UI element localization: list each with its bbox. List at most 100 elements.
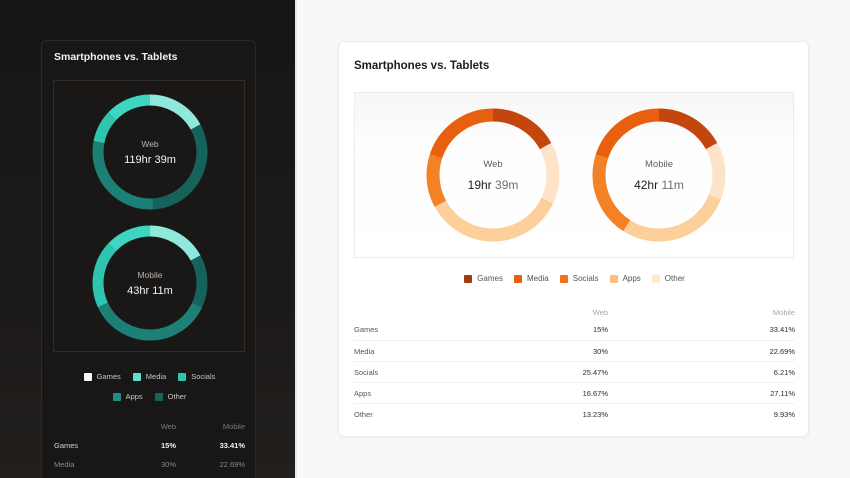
donut-label: Web (483, 158, 503, 170)
donut-segment-apps[interactable] (92, 225, 208, 341)
table-row: Games 15% 33.41% (354, 319, 795, 340)
mobile-value: 33.41% (219, 441, 245, 450)
web-donut-chart[interactable]: Web 119hr 39m (90, 92, 210, 212)
dark-theme-panel: Smartphones vs. Tablets Web 119hr 39m Mo… (0, 0, 296, 478)
legend-item-media[interactable]: Media (132, 372, 167, 381)
mobile-value: 27.11% (770, 388, 795, 398)
apps-swatch-icon (609, 274, 618, 283)
row-label: Games (354, 325, 379, 334)
data-table: Web Mobile Games 15% 33.41% Media 30% 22… (54, 422, 245, 474)
donut-segment-socials[interactable] (426, 108, 560, 242)
games-swatch-icon (464, 274, 473, 283)
socials-swatch-icon (178, 372, 187, 381)
donut-total: 119hr 39m (124, 153, 176, 166)
apps-swatch-icon (112, 392, 121, 401)
legend-label: Other (664, 274, 685, 283)
legend-item-apps[interactable]: Apps (112, 392, 143, 401)
web-value: 30% (592, 346, 608, 356)
mobile-value: 9.93% (773, 409, 795, 419)
web-value: 30% (160, 460, 176, 469)
table-row: Socials 25.47% 6.21% (354, 361, 795, 382)
donut-segment-apps[interactable] (92, 94, 208, 210)
legend-item-media[interactable]: Media (513, 274, 549, 283)
legend-label: Media (145, 372, 167, 381)
card-title: Smartphones vs. Tablets (354, 60, 490, 72)
card-title: Smartphones vs. Tablets (54, 51, 178, 63)
row-label: Media (54, 460, 75, 469)
web-value: 15% (160, 441, 176, 450)
chart-legend: Games Media Socials Apps Other (339, 274, 810, 283)
dark-chart-card: Smartphones vs. Tablets Web 119hr 39m Mo… (41, 40, 256, 478)
media-swatch-icon (513, 274, 522, 283)
legend-label: Other (167, 392, 187, 401)
donut-total: 19hr 39m (467, 177, 519, 192)
column-header-mobile: Mobile (772, 307, 795, 317)
table-header: Web Mobile (354, 305, 795, 319)
donut-segment-socials[interactable] (592, 108, 726, 242)
legend-item-games[interactable]: Games (464, 274, 503, 283)
donut-total: 42hr 11m (634, 177, 684, 192)
table-row: Media 30% 22.69% (354, 340, 795, 361)
column-header-web: Web (592, 307, 608, 317)
column-header-web: Web (160, 422, 176, 431)
legend-label: Games (96, 372, 121, 381)
web-donut-chart[interactable]: Web 19hr 39m (423, 105, 563, 245)
donut-segment-other[interactable] (92, 94, 208, 210)
donut-segment-media[interactable] (426, 108, 560, 242)
light-chart-card: Smartphones vs. Tablets Web 19hr 39m Mob… (338, 41, 809, 437)
games-swatch-icon (83, 372, 92, 381)
donut-label: Web (141, 138, 159, 149)
row-label: Apps (354, 388, 372, 398)
other-swatch-icon (154, 392, 163, 401)
web-value: 16.67% (582, 388, 608, 398)
chart-legend: Games Media Socials Apps Other (42, 372, 257, 412)
legend-item-other[interactable]: Other (154, 392, 187, 401)
table-row: Other 13.23% 9.93% (354, 403, 795, 424)
legend-item-apps[interactable]: Apps (609, 274, 641, 283)
donut-label: Mobile (645, 158, 673, 170)
row-label: Socials (354, 367, 379, 377)
legend-label: Socials (572, 274, 599, 283)
donut-segment-apps[interactable] (592, 108, 726, 242)
mobile-value: 22.69% (219, 460, 245, 469)
legend-label: Apps (125, 392, 143, 401)
legend-label: Socials (191, 372, 216, 381)
table-row: Games 15% 33.41% (54, 436, 245, 455)
legend-item-socials[interactable]: Socials (559, 274, 599, 283)
legend-item-other[interactable]: Other (651, 274, 685, 283)
panel-divider (295, 0, 297, 478)
mobile-donut-chart[interactable]: Mobile 43hr 11m (90, 223, 210, 343)
mobile-value: 33.41% (769, 325, 795, 334)
donut-label: Mobile (137, 269, 163, 280)
mobile-donut-chart[interactable]: Mobile 42hr 11m (589, 105, 729, 245)
legend-item-games[interactable]: Games (83, 372, 121, 381)
donut-segment-other[interactable] (92, 225, 208, 341)
legend-label: Apps (622, 274, 641, 283)
web-value: 13.23% (582, 409, 608, 419)
chart-area: Web 119hr 39m Mobile 43hr 11m (53, 80, 245, 352)
row-label: Media (354, 346, 375, 356)
socials-swatch-icon (559, 274, 568, 283)
data-table: Web Mobile Games 15% 33.41% Media 30% 22… (354, 305, 795, 424)
donut-segment-other[interactable] (592, 108, 726, 242)
donut-segment-apps[interactable] (426, 108, 560, 242)
chart-area: Web 19hr 39m Mobile 42hr 11m (354, 92, 794, 258)
table-row: Media 30% 22.69% (54, 455, 245, 474)
donut-segment-socials[interactable] (92, 225, 208, 341)
donut-segment-media[interactable] (592, 108, 726, 242)
other-swatch-icon (651, 274, 660, 283)
legend-item-socials[interactable]: Socials (178, 372, 215, 381)
media-swatch-icon (132, 372, 141, 381)
table-row: Apps 16.67% 27.11% (354, 382, 795, 403)
donut-segment-socials2[interactable] (92, 225, 208, 341)
table-header: Web Mobile (54, 422, 245, 436)
web-value: 25.47% (582, 367, 608, 377)
legend-label: Games (477, 274, 503, 283)
legend-label: Media (526, 274, 549, 283)
mobile-value: 22.69% (769, 346, 795, 356)
donut-segment-socials2[interactable] (92, 94, 208, 210)
mobile-value: 6.21% (773, 367, 795, 377)
web-value: 15% (592, 325, 608, 334)
row-label: Games (54, 441, 79, 450)
donut-segment-other[interactable] (426, 108, 560, 242)
